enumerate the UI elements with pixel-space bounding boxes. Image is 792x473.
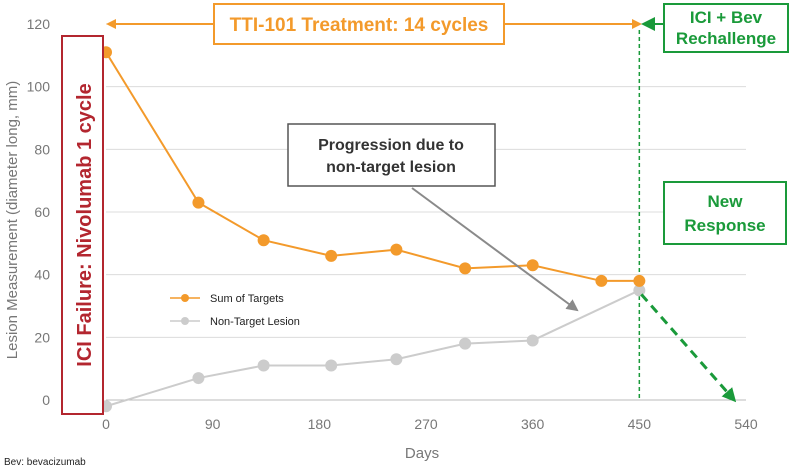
ici-failure-label: ICI Failure: Nivolumab 1 cycle — [74, 83, 96, 366]
progression-arrow — [411, 187, 579, 312]
rechallenge-label-line2: Rechallenge — [676, 29, 776, 48]
footnote: Bev: bevacizumab — [4, 457, 86, 468]
legend-label-sum-of-targets: Sum of Targets — [210, 293, 284, 305]
y-tick-20: 20 — [34, 329, 50, 345]
point-sum-of-targets-1 — [192, 196, 205, 209]
x-tick-labels: 0 90 180 270 360 450 540 — [102, 416, 758, 432]
treatment-label: TTI-101 Treatment: 14 cycles — [230, 15, 489, 36]
x-axis-label: Days — [405, 445, 439, 462]
point-sum-of-targets-4 — [390, 243, 403, 256]
legend: Sum of Targets Non-Target Lesion — [170, 293, 300, 328]
y-tick-0: 0 — [42, 392, 50, 408]
ici-failure-box — [61, 35, 104, 415]
y-tick-80: 80 — [34, 141, 50, 157]
response-label-line2: Response — [684, 216, 765, 235]
point-non-target-lesion-3 — [325, 359, 338, 372]
series-line-non-target-lesion — [105, 289, 640, 408]
x-tick-180: 180 — [308, 416, 332, 432]
legend-label-non-target-lesion: Non-Target Lesion — [210, 316, 300, 328]
progression-label-line1: Progression due to — [318, 137, 464, 154]
y-axis-label: Lesion Measurement (diameter long, mm) — [4, 81, 21, 359]
treatment-box — [213, 3, 505, 45]
response-label-line1: New — [708, 192, 744, 211]
point-non-target-lesion-2 — [257, 359, 270, 372]
x-tick-90: 90 — [205, 416, 221, 432]
point-sum-of-targets-2 — [257, 234, 270, 247]
y-tick-60: 60 — [34, 204, 50, 220]
point-non-target-lesion-6 — [526, 334, 539, 347]
response-projection-arrow — [640, 293, 737, 403]
x-tick-540: 540 — [734, 416, 758, 432]
rechallenge-label-line1: ICI + Bev — [690, 8, 763, 27]
point-non-target-lesion-5 — [459, 337, 472, 350]
x-tick-360: 360 — [521, 416, 545, 432]
rechallenge-box — [663, 3, 789, 53]
y-tick-100: 100 — [27, 79, 51, 95]
y-tick-labels: 0 20 40 60 80 100 120 — [27, 16, 51, 408]
point-sum-of-targets-8 — [633, 274, 646, 287]
series-group — [100, 46, 646, 413]
y-tick-120: 120 — [27, 16, 51, 32]
point-sum-of-targets-5 — [459, 262, 472, 275]
point-non-target-lesion-4 — [390, 353, 403, 366]
progression-box — [287, 123, 496, 187]
x-tick-0: 0 — [102, 416, 110, 432]
x-tick-450: 450 — [628, 416, 652, 432]
legend-marker-sum-of-targets — [181, 294, 189, 302]
progression-label-line2: non-target lesion — [326, 159, 456, 176]
point-sum-of-targets-3 — [325, 249, 338, 262]
point-sum-of-targets-7 — [595, 274, 608, 287]
response-box — [663, 181, 787, 245]
point-non-target-lesion-1 — [192, 372, 205, 385]
x-tick-270: 270 — [414, 416, 438, 432]
point-non-target-lesion-7 — [633, 284, 646, 297]
legend-marker-non-target-lesion — [181, 317, 189, 325]
point-sum-of-targets-6 — [526, 259, 539, 272]
y-tick-40: 40 — [34, 267, 50, 283]
